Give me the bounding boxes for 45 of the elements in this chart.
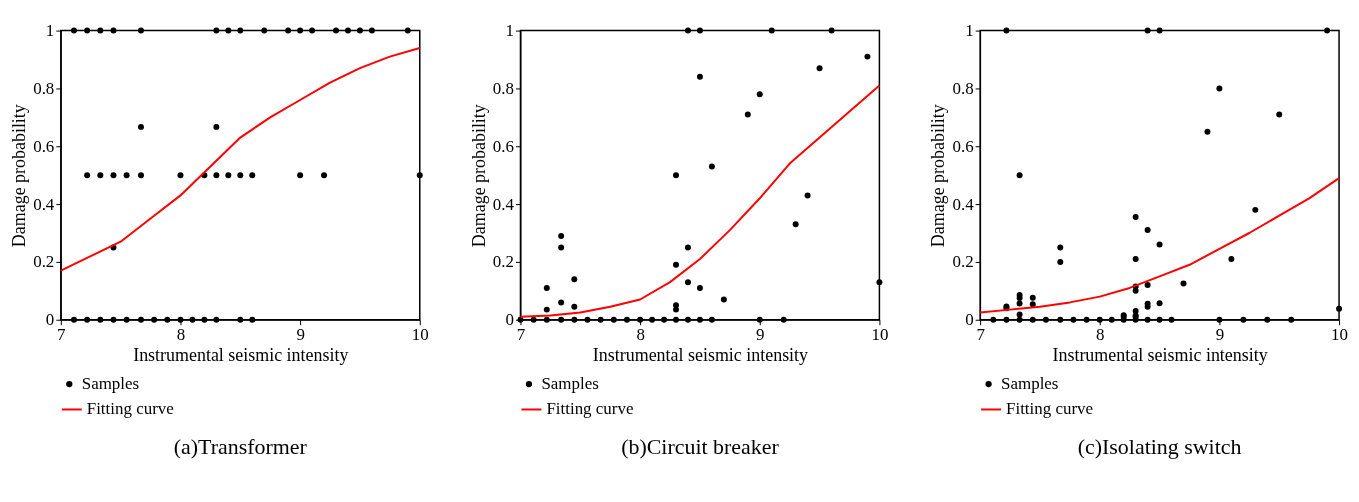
- y-tick-label: 0.4: [492, 194, 515, 214]
- y-tick-label: 0: [505, 310, 514, 330]
- x-tick-label: 10: [411, 325, 429, 345]
- x-tick-label: 10: [871, 325, 889, 345]
- x-tick-label: 9: [756, 325, 765, 345]
- x-tick-label: 7: [976, 325, 985, 345]
- y-axis-title: Damage probability: [9, 104, 30, 248]
- x-axis-title: Instrumental seismic intensity: [1052, 345, 1268, 366]
- y-tick-label: 0.8: [952, 78, 974, 98]
- y-tick-label: 0.6: [492, 136, 514, 156]
- x-axis-title: Instrumental seismic intensity: [133, 345, 349, 366]
- y-tick-label: 1: [45, 21, 55, 41]
- legend-label: Fitting curve: [1006, 399, 1094, 419]
- y-tick-label: 0.6: [33, 136, 55, 156]
- y-axis-title: Damage probability: [928, 104, 949, 248]
- x-tick-label: 8: [176, 325, 186, 345]
- legend-label: Samples: [81, 374, 140, 394]
- x-tick-label: 7: [516, 325, 526, 345]
- legend-label: Fitting curve: [546, 399, 634, 419]
- y-tick-label: 0.4: [952, 194, 975, 214]
- y-tick-label: 0: [965, 310, 974, 330]
- y-tick-label: 0.4: [33, 194, 55, 214]
- y-tick-label: 1: [505, 21, 514, 41]
- legend-label: Fitting curve: [86, 399, 174, 419]
- x-tick-label: 10: [1331, 325, 1349, 345]
- x-tick-label: 8: [636, 325, 645, 345]
- y-tick-label: 0.2: [33, 252, 55, 272]
- y-axis-title: Damage probability: [468, 104, 489, 248]
- x-axis-title: Instrumental seismic intensity: [592, 345, 809, 366]
- y-tick-label: 0.6: [952, 136, 974, 156]
- legend-label: Samples: [1001, 374, 1059, 394]
- x-tick-label: 7: [57, 325, 66, 345]
- y-tick-label: 0: [45, 310, 55, 330]
- text: (b)Circuit breaker: [621, 434, 780, 460]
- x-tick-label: 9: [1215, 325, 1225, 345]
- y-tick-label: 0.2: [492, 252, 514, 272]
- y-tick-label: 0.2: [952, 252, 974, 272]
- x-tick-label: 8: [1096, 325, 1105, 345]
- text: (a)Transformer: [173, 434, 308, 460]
- text: (c)Isolating switch: [1077, 434, 1242, 460]
- x-tick-label: 9: [296, 325, 305, 345]
- y-tick-label: 0.8: [492, 78, 514, 98]
- y-tick-label: 0.8: [33, 78, 55, 98]
- legend-label: Samples: [541, 374, 599, 394]
- y-tick-label: 1: [965, 21, 974, 41]
